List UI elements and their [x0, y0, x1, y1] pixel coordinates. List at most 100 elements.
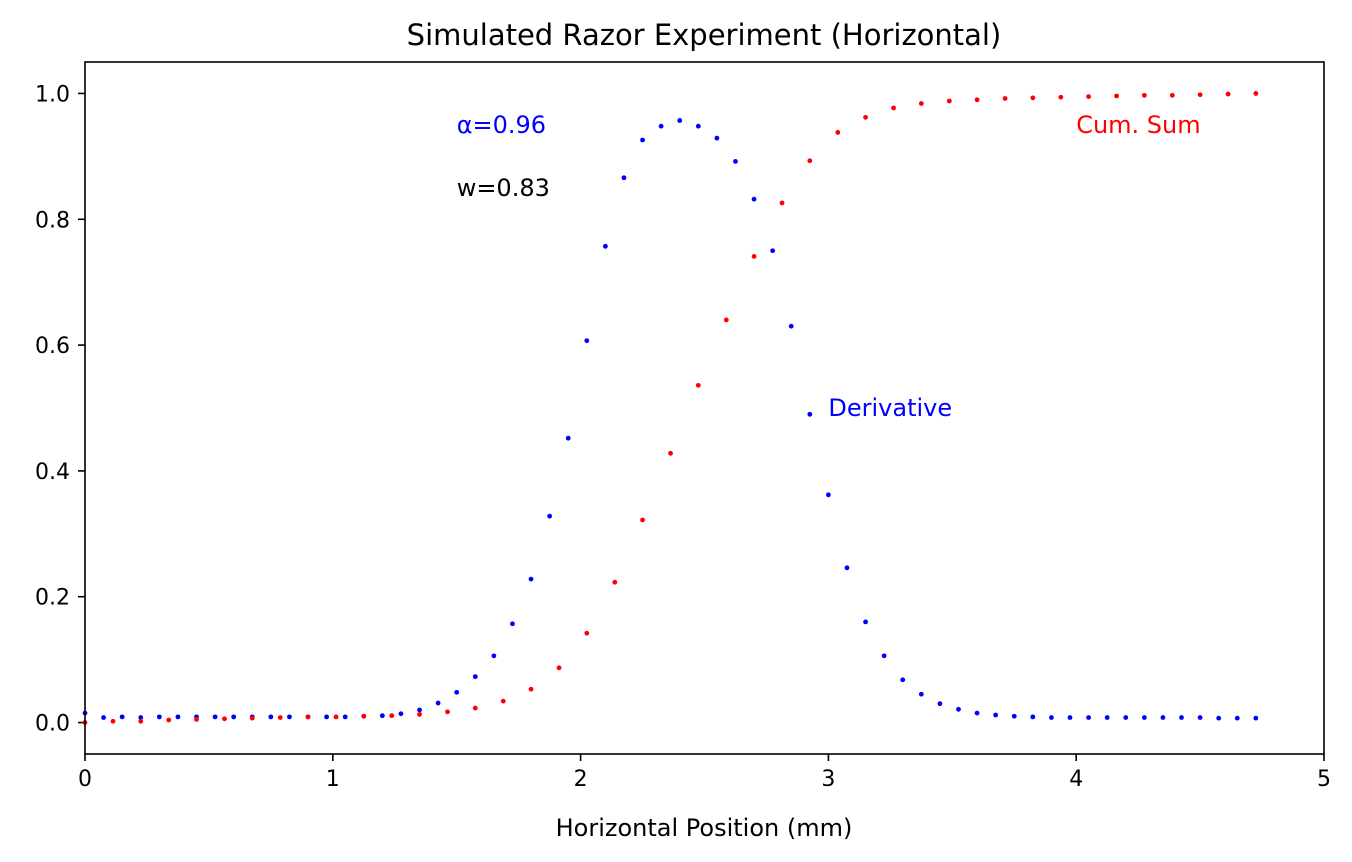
data-point [166, 717, 172, 723]
data-point [974, 97, 980, 103]
data-point [946, 98, 952, 104]
data-point [528, 576, 534, 582]
data-point [333, 714, 339, 720]
data-point [918, 101, 924, 106]
data-point [770, 248, 776, 254]
data-point [1114, 93, 1119, 99]
data-point [379, 713, 385, 719]
data-point [1234, 715, 1240, 721]
data-point [1141, 715, 1147, 720]
data-point [863, 619, 868, 625]
data-point [231, 714, 237, 720]
data-point [1225, 91, 1231, 97]
data-point [1141, 92, 1147, 98]
data-point [1197, 715, 1203, 720]
data-point [835, 130, 841, 135]
data-point [194, 717, 199, 722]
data-point [445, 709, 450, 715]
data-point [472, 705, 478, 711]
data-point [268, 714, 274, 720]
data-point [249, 715, 255, 721]
data-point [1067, 715, 1073, 720]
chart-title: Simulated Razor Experiment (Horizontal) [407, 18, 1002, 52]
data-point [435, 700, 441, 706]
annotation-label: α=0.96 [457, 111, 546, 139]
x-tick-label: 3 [821, 767, 835, 792]
derivative-series [82, 118, 1259, 721]
data-points [82, 91, 1259, 725]
data-point [510, 621, 515, 627]
data-point [584, 630, 590, 636]
data-point [640, 517, 645, 523]
data-point [1216, 715, 1222, 721]
data-point [891, 105, 896, 111]
y-tick-label: 0.8 [35, 208, 70, 233]
data-point [138, 718, 144, 724]
y-tick-label: 0.2 [35, 586, 70, 611]
data-point [398, 711, 404, 717]
data-point [993, 712, 999, 718]
data-point [342, 714, 348, 720]
data-point [1030, 95, 1036, 101]
data-point [528, 686, 534, 692]
data-point [454, 689, 460, 695]
data-point [556, 665, 562, 671]
data-point [1030, 714, 1036, 720]
data-point [695, 382, 701, 388]
x-tick-label: 0 [78, 767, 92, 792]
data-point [900, 677, 906, 683]
data-point [1049, 715, 1054, 720]
data-point [695, 123, 701, 129]
data-point [1160, 715, 1166, 720]
x-tick-label: 2 [574, 767, 588, 792]
data-point [417, 707, 422, 713]
data-point [844, 565, 850, 571]
data-point [807, 411, 813, 417]
y-axis-ticks: 0.0 0.2 0.4 0.6 0.8 1.0 [35, 82, 85, 737]
data-point [1058, 94, 1064, 100]
data-point [863, 114, 868, 120]
data-point [500, 698, 506, 704]
data-point [733, 158, 738, 164]
data-point [287, 714, 292, 720]
data-point [156, 714, 162, 720]
data-point [1179, 715, 1184, 720]
data-point [918, 691, 924, 697]
data-point [472, 674, 478, 680]
x-axis-label: Horizontal Position (mm) [556, 814, 853, 842]
data-point [826, 492, 831, 498]
data-point [324, 714, 330, 720]
data-point [1086, 94, 1091, 99]
data-point [751, 253, 757, 259]
data-point [668, 450, 673, 456]
data-point [119, 714, 125, 720]
data-point [788, 323, 794, 329]
data-point [677, 118, 683, 123]
data-point [658, 123, 664, 129]
data-point [751, 196, 757, 202]
data-point [956, 706, 961, 712]
data-point [1253, 91, 1259, 96]
data-point [612, 579, 618, 585]
data-point [277, 715, 283, 720]
data-point [714, 135, 720, 141]
data-point [417, 711, 422, 717]
data-point [602, 243, 608, 249]
data-point [1169, 92, 1175, 98]
data-point [1123, 715, 1129, 720]
data-point [491, 653, 497, 659]
data-point [565, 435, 571, 441]
data-point [584, 338, 590, 344]
annotation-label: w=0.83 [457, 174, 550, 202]
data-point [389, 713, 395, 719]
data-point [621, 175, 627, 181]
annotation-label: Cum. Sum [1076, 111, 1200, 139]
data-point [305, 714, 311, 720]
data-point [175, 714, 181, 720]
data-point [1104, 715, 1110, 720]
x-tick-label: 5 [1317, 767, 1331, 792]
data-point [974, 710, 980, 716]
data-point [1197, 92, 1203, 98]
data-point [212, 714, 218, 720]
data-point [807, 158, 813, 164]
